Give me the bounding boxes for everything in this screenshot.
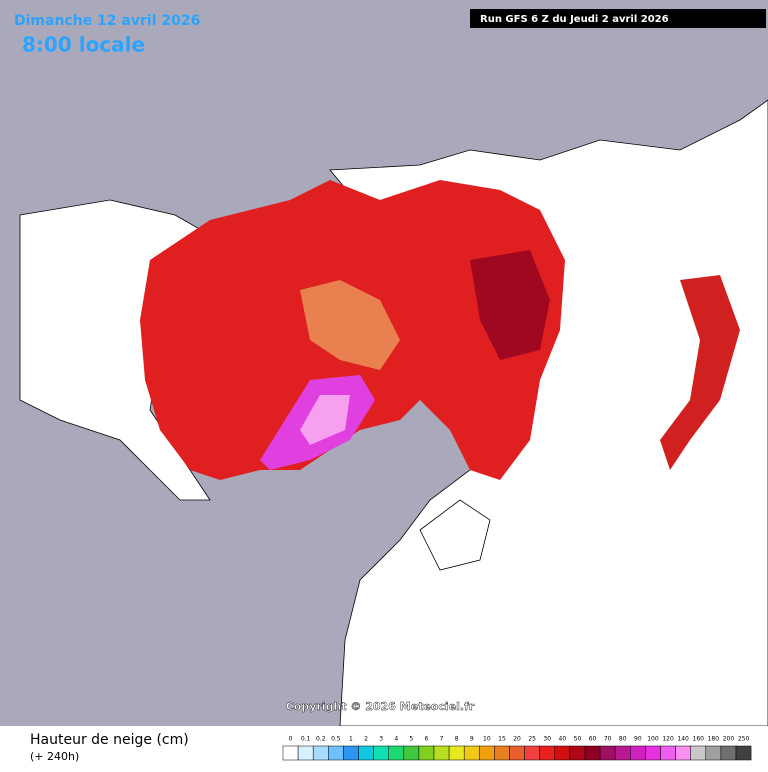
legend-label: 70 [604,736,612,743]
land [419,499,491,571]
legend-swatch [358,745,374,761]
legend-swatch [645,745,661,761]
legend-swatch [403,745,420,761]
legend-label: 0.1 [301,736,311,743]
legend-swatch [524,745,540,761]
legend-label: 250 [738,736,750,743]
legend-swatch [388,745,405,761]
legend-swatch [599,745,616,761]
snow-area [470,250,550,360]
legend-swatch [448,745,465,761]
legend-swatch [312,745,329,761]
legend-swatch [735,745,752,761]
legend-label: 180 [708,736,720,743]
legend-label: 40 [559,736,567,743]
legend-label: 8 [455,736,459,743]
legend-label: 7 [440,736,444,743]
legend-swatch [433,745,450,761]
snow-area [660,275,740,470]
legend-label: 30 [543,736,551,743]
legend-swatch [418,745,435,761]
legend-swatch [343,745,359,761]
legend: 0 0.1 0.2 0.5 1 2 3 4 5 6 7 8 9 10 15 20 25 30 40 50 60 70 80 9… [282,736,752,761]
run-box [470,9,766,28]
legend-label: 20 [513,736,521,743]
time: 8:00 locale [22,33,145,57]
date: Dimanche 12 avril 2026 [14,13,200,29]
legend-label: 6 [425,736,429,743]
legend-label: 120 [662,736,674,743]
legend-swatch [584,745,601,761]
legend-label: 0.5 [331,736,341,743]
legend-swatch [297,745,314,761]
legend-label: 160 [693,736,705,743]
legend-label: 0.2 [316,736,326,743]
legend-label: 50 [574,736,582,743]
legend-label: 0 [289,736,293,743]
legend-label: 5 [409,736,413,743]
legend-swatch [720,745,737,761]
legend-label: 200 [723,736,735,743]
legend-swatch [675,745,691,761]
legend-swatch [539,745,556,761]
legend-swatch [614,745,631,761]
legend-title: Hauteur de neige (cm) [30,732,189,748]
legend-label: 3 [379,736,383,743]
copyright: Copyright © 2026 Meteociel.fr [286,700,475,713]
legend-swatch [373,745,389,761]
legend-label: 2 [364,736,368,743]
legend-swatch [463,745,480,761]
legend-swatch [660,745,676,761]
legend-swatch [630,745,646,761]
legend-label: 4 [394,736,398,743]
legend-swatch [569,745,586,761]
legend-swatch [509,745,525,761]
legend-label: 90 [634,736,642,743]
legend-label: 1 [349,736,353,743]
snow-area [300,395,350,445]
legend-subtitle: (+ 240h) [30,750,79,763]
legend-label: 15 [498,736,506,743]
legend-label: 10 [483,736,491,743]
snow-area [300,280,400,370]
legend-label: 60 [589,736,597,743]
legend-label: 80 [619,736,627,743]
legend-label: 25 [528,736,536,743]
legend-swatch [479,745,495,761]
legend-swatch [282,745,299,761]
legend-swatch [705,745,722,761]
legend-swatch [494,745,510,761]
legend-swatch [554,745,571,761]
legend-label: 9 [470,736,474,743]
legend-label: 140 [677,736,689,743]
legend-swatch [690,745,707,761]
run: Run GFS 6 Z du Jeudi 2 avril 2026 [480,14,669,25]
legend-swatch [328,745,344,761]
legend-label: 100 [647,736,659,743]
